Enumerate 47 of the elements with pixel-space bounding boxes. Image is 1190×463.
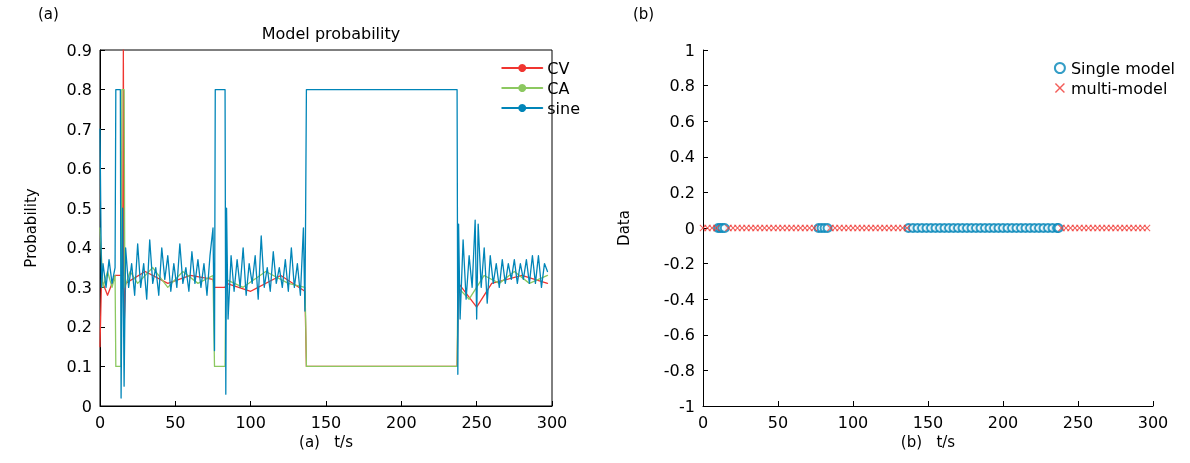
x-axis-title: (b) t/s: [900, 433, 956, 452]
legend-label: CA: [547, 78, 570, 98]
y-tick-label: 0.4: [66, 238, 92, 258]
x-tick-label: 0: [697, 412, 709, 432]
x-tick-label: 100: [837, 412, 869, 432]
y-tick-label: 1: [684, 40, 695, 60]
legend-label: CV: [547, 58, 570, 78]
y-tick-label: 0.8: [669, 76, 695, 96]
y-tick-label: 0.2: [669, 182, 695, 202]
legend-label: Single model: [1070, 58, 1175, 78]
y-tick-label: 0.6: [669, 111, 695, 131]
x-tick-label: 50: [767, 412, 789, 432]
y-tick-label: -1: [679, 396, 695, 416]
y-tick-label: 0.6: [66, 159, 92, 179]
x-tick-label: 250: [1062, 412, 1094, 432]
text: (b): [633, 4, 655, 23]
y-axis-title: Probability: [21, 188, 40, 268]
y-tick-label: 0.5: [66, 198, 92, 218]
y-tick-label: 0: [684, 218, 695, 238]
x-tick-label: 200: [987, 412, 1019, 432]
text: (a): [38, 4, 59, 23]
x-axis-title: (a) t/s: [299, 433, 354, 452]
y-tick-label: -0.6: [663, 325, 695, 345]
y-tick-label: 0.8: [66, 80, 92, 100]
y-tick-label: 0.2: [66, 317, 92, 337]
x-tick-label: 0: [94, 412, 106, 432]
x-tick-label: 250: [461, 412, 492, 432]
y-tick-label: -0.8: [663, 360, 695, 380]
y-tick-label: -0.2: [663, 254, 695, 274]
x-tick-label: 200: [386, 412, 417, 432]
legend-label: multi-model: [1070, 78, 1168, 98]
y-tick-label: 0.4: [669, 147, 695, 167]
y-tick-label: 0.9: [66, 40, 92, 60]
x-tick-label: 300: [536, 412, 568, 432]
x-tick-label: 300: [1137, 412, 1169, 432]
legend-label: sine: [547, 98, 580, 118]
y-axis-title: Data: [614, 210, 633, 246]
chart-title: Model probability: [261, 23, 401, 43]
y-tick-label: 0: [81, 396, 92, 416]
y-tick-label: 0.1: [66, 356, 92, 376]
x-tick-label: 100: [235, 412, 266, 432]
y-tick-label: -0.4: [663, 289, 695, 309]
x-tick-label: 150: [310, 412, 342, 432]
x-tick-label: 150: [912, 412, 944, 432]
y-tick-label: 0.7: [66, 119, 92, 139]
y-tick-label: 0.3: [66, 277, 92, 297]
x-tick-label: 50: [165, 412, 186, 432]
